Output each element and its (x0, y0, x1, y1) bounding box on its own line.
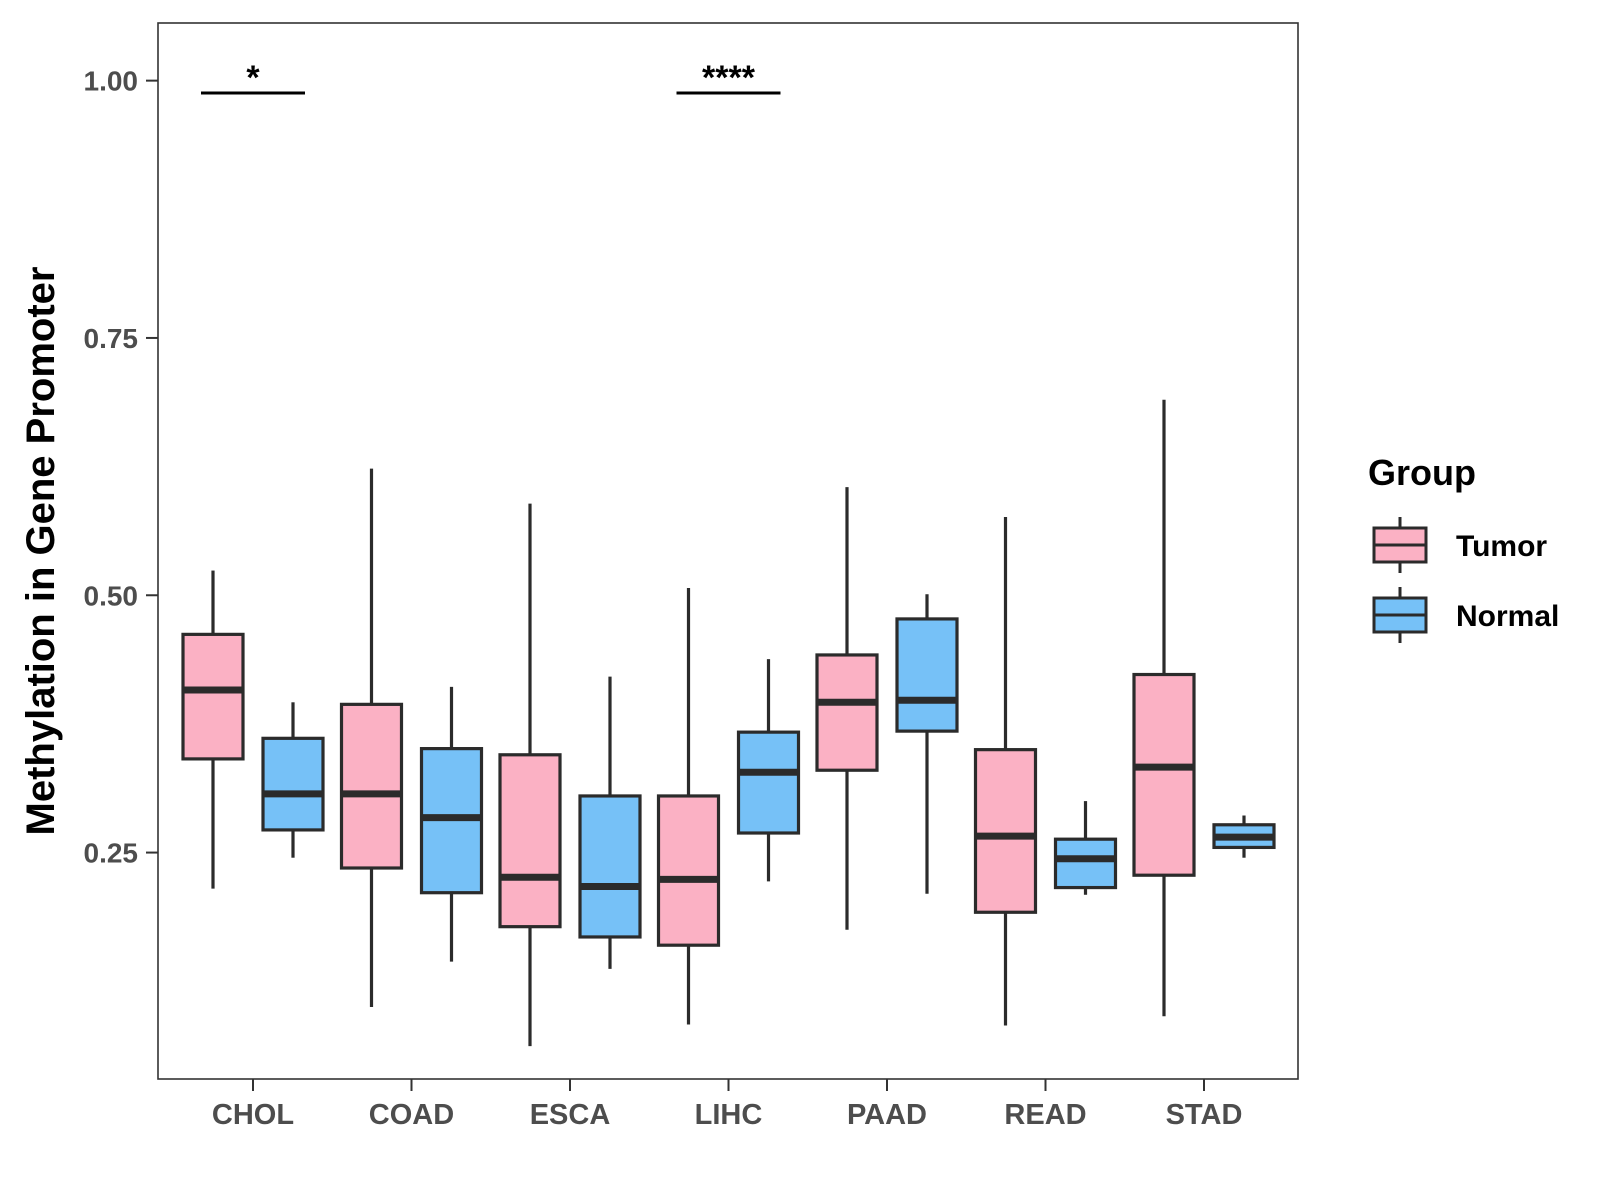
y-tick-label: 1.00 (84, 66, 139, 97)
y-tick-label: 0.75 (84, 323, 139, 354)
box-tumor-esca (498, 753, 562, 929)
x-tick-label: PAAD (847, 1099, 927, 1131)
significance-label: **** (702, 59, 756, 97)
legend-label-tumor: Tumor (1456, 530, 1547, 563)
x-tick-label: ESCA (530, 1099, 611, 1131)
y-tick-label: 0.25 (84, 838, 139, 869)
legend: Group Tumor Normal (1368, 452, 1559, 643)
plot-panel-border (157, 22, 1299, 1080)
box-tumor-lihc (656, 794, 721, 947)
y-axis-title: Methylation in Gene Promoter (19, 267, 63, 836)
y-axis: 0.25 0.50 0.75 1.00 (84, 66, 158, 869)
significance-layer: * **** (201, 59, 781, 97)
box-normal-paad (895, 617, 959, 733)
legend-title: Group (1368, 452, 1476, 493)
box-tumor-paad (815, 653, 879, 772)
box-tumor-coad (339, 702, 404, 870)
box-normal-esca (578, 794, 642, 939)
box-normal-chol (261, 736, 325, 832)
significance-label: * (246, 59, 260, 97)
y-tick-label: 0.50 (84, 580, 139, 611)
x-axis: CHOL COAD ESCA LIHC PAAD READ STAD (212, 1079, 1242, 1131)
box-tumor-stad (1132, 672, 1196, 877)
x-tick-label: LIHC (695, 1099, 763, 1131)
x-tick-label: COAD (369, 1099, 454, 1131)
box-tumor-chol (181, 632, 245, 761)
x-tick-label: CHOL (212, 1099, 294, 1131)
box-tumor-read (973, 748, 1038, 914)
x-tick-label: READ (1004, 1099, 1086, 1131)
legend-label-normal: Normal (1456, 600, 1559, 633)
box-layer (181, 399, 1276, 1047)
box-normal-read (1053, 837, 1118, 890)
x-tick-label: STAD (1166, 1099, 1243, 1131)
box-normal-lihc (736, 730, 801, 835)
